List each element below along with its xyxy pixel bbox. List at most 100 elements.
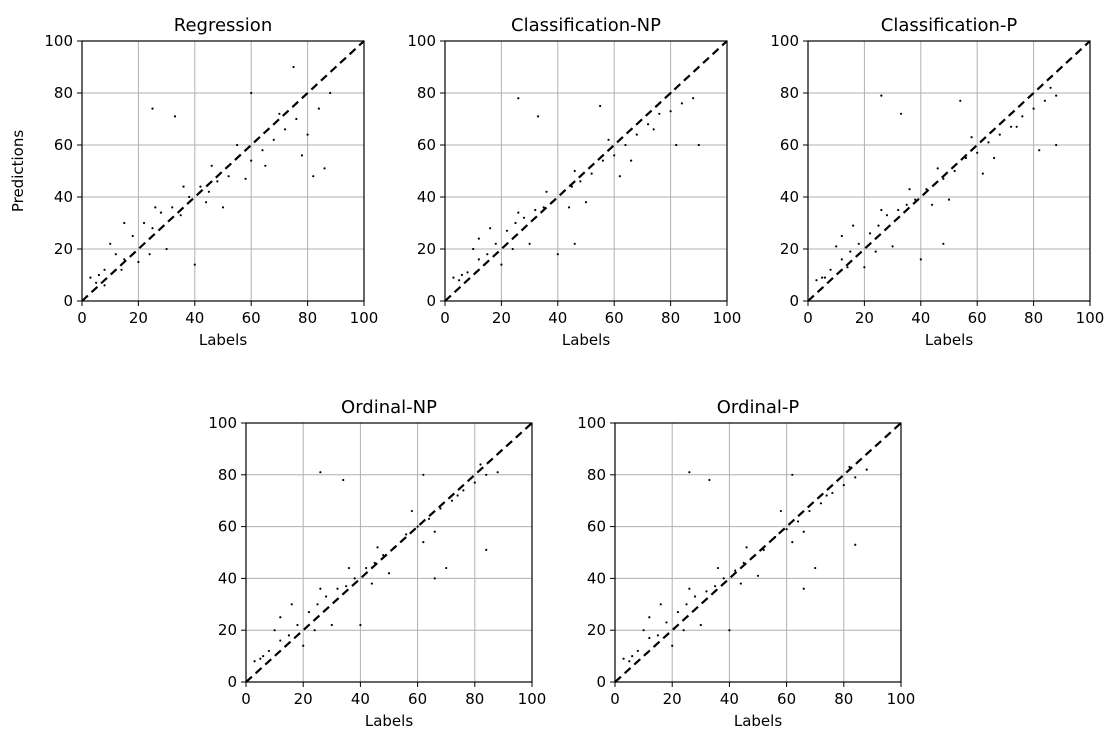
scatter-point xyxy=(880,94,883,97)
scatter-point xyxy=(846,266,849,269)
scatter-point xyxy=(279,639,282,642)
scatter-point xyxy=(705,590,708,593)
scatter-point xyxy=(445,566,448,570)
scatter-point xyxy=(556,253,559,256)
scatter-point xyxy=(964,156,968,160)
scatter-point xyxy=(114,253,117,256)
scatter-point xyxy=(300,154,304,157)
scatter-point xyxy=(899,112,903,115)
scatter-point xyxy=(427,517,431,520)
scatter-point xyxy=(109,242,112,245)
scatter-point xyxy=(808,509,811,513)
x-axis-label: Labels xyxy=(562,331,610,349)
scatter-point xyxy=(1055,143,1058,147)
x-tick-label: 0 xyxy=(610,690,620,708)
panel-title: Ordinal-P xyxy=(717,397,800,418)
x-tick-label: 40 xyxy=(351,690,370,708)
scatter-point xyxy=(137,260,140,264)
scatter-point xyxy=(739,582,742,585)
scatter-point xyxy=(534,208,537,212)
scatter-point xyxy=(942,242,945,245)
scatter-point xyxy=(154,206,157,209)
scatter-point xyxy=(680,102,683,105)
y-tick-label: 60 xyxy=(780,136,799,154)
y-tick-label: 60 xyxy=(587,518,606,536)
scatter-point xyxy=(323,167,326,170)
scatter-point xyxy=(823,276,827,279)
scatter-point xyxy=(182,185,185,188)
y-tick-label: 80 xyxy=(54,84,73,102)
scatter-point xyxy=(854,543,857,546)
scatter-points xyxy=(815,86,1058,282)
scatter-point xyxy=(387,572,391,575)
x-tick-label: 60 xyxy=(242,309,261,327)
y-tick-label: 100 xyxy=(407,32,436,50)
x-tick-label: 100 xyxy=(713,309,742,327)
y-tick-label: 80 xyxy=(587,466,606,484)
y-tick-label: 20 xyxy=(218,621,237,639)
scatter-point xyxy=(494,242,497,245)
scatter-point xyxy=(405,533,408,536)
scatter-point xyxy=(624,143,627,147)
scatter-point xyxy=(607,138,610,141)
scatter-point xyxy=(652,128,655,131)
scatter-point xyxy=(142,221,146,225)
panel-3: 0 20 40 60 80 100 0 20 40 60 80 100 Classification-P… xyxy=(770,15,1104,349)
plot-frame xyxy=(444,40,728,302)
x-tick-label: 80 xyxy=(465,690,484,708)
scatter-point xyxy=(908,188,911,191)
scatter-point xyxy=(815,279,818,282)
scatter-point xyxy=(477,258,480,261)
y-tick-label: 40 xyxy=(54,188,73,206)
scatter-point xyxy=(658,112,661,115)
scatter-point xyxy=(370,582,373,585)
scatter-point xyxy=(697,143,700,147)
scatter-point xyxy=(570,185,574,188)
scatter-point xyxy=(613,154,616,157)
scatter-point xyxy=(854,476,857,479)
scatter-point xyxy=(336,587,339,590)
scatter-point xyxy=(675,143,678,147)
scatter-point xyxy=(656,634,660,637)
scatter-point xyxy=(802,587,805,590)
plot-frame xyxy=(614,422,902,683)
y-tick-label: 20 xyxy=(54,240,73,258)
scatter-point xyxy=(791,541,794,544)
scatter-point xyxy=(930,203,934,206)
scatter-point xyxy=(936,167,939,170)
scatter-point xyxy=(1055,94,1058,97)
y-tick-label: 100 xyxy=(44,32,73,50)
scatter-point xyxy=(171,206,174,209)
scatter-point xyxy=(891,245,894,248)
scatter-point xyxy=(685,603,688,606)
scatter-point xyxy=(842,484,845,487)
scatter-point xyxy=(671,644,674,647)
scatter-point xyxy=(227,175,230,178)
scatter-point xyxy=(95,281,98,284)
scatter-point xyxy=(433,530,436,533)
scatter-point xyxy=(485,548,488,552)
scatter-point xyxy=(330,623,333,627)
scatter-point xyxy=(959,99,962,102)
x-tick-label: 60 xyxy=(968,309,987,327)
x-tick-label: 20 xyxy=(855,309,874,327)
figure-ylabel: Predictions xyxy=(9,130,27,213)
scatter-point xyxy=(762,548,765,552)
x-tick-label: 100 xyxy=(350,309,379,327)
scatter-point xyxy=(422,473,425,476)
scatter-point xyxy=(914,198,917,201)
scatter-point xyxy=(628,660,631,663)
scatter-point xyxy=(342,478,345,482)
scatter-point xyxy=(477,237,480,240)
scatter-point xyxy=(262,655,265,658)
scatter-point xyxy=(840,234,843,238)
scatter-point xyxy=(642,629,645,632)
scatter-point xyxy=(179,214,182,217)
scatter-point xyxy=(880,208,883,212)
y-tick-label: 80 xyxy=(417,84,436,102)
scatter-point xyxy=(267,649,270,653)
scatter-point xyxy=(868,232,872,235)
scatter-point xyxy=(942,177,945,180)
scatter-point xyxy=(819,502,823,505)
